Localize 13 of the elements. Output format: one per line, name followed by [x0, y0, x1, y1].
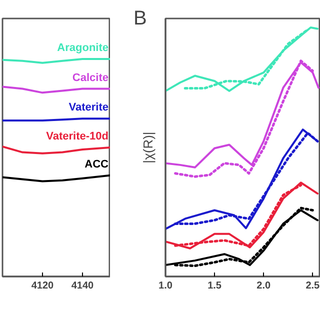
series-label: Vaterite-10d	[46, 130, 109, 142]
x-tick-label: 1.0	[158, 280, 173, 292]
chart-title: B	[134, 8, 147, 30]
series-label: Aragonite	[57, 42, 109, 54]
series-label: ACC	[84, 158, 109, 170]
series-label: Vaterite	[68, 102, 109, 114]
series-label: Calcite	[72, 72, 109, 84]
y-axis-title: |χ(R)|	[140, 132, 156, 164]
x-tick-label: 2.0	[256, 280, 271, 292]
x-tick-label: 1.5	[208, 280, 222, 292]
x-tick-label: 4140	[71, 280, 94, 292]
x-tick-label: 2.5	[306, 280, 320, 292]
x-tick-label: 4120	[31, 280, 54, 292]
